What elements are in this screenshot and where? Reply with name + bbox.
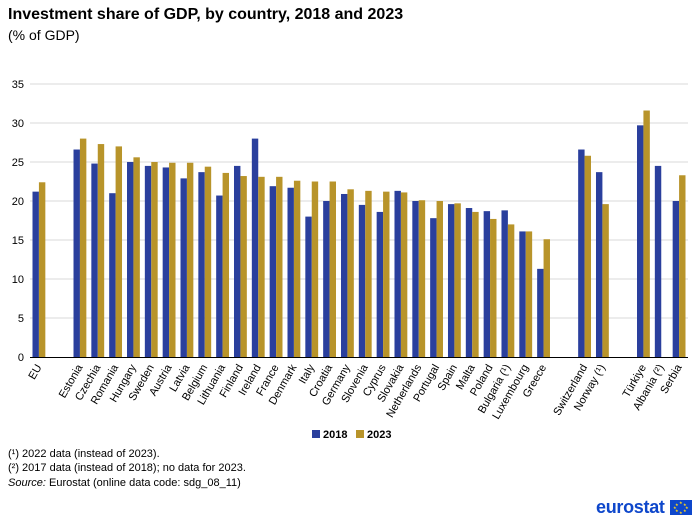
legend-label-2023: 2023 <box>367 429 391 441</box>
bar-2023 <box>311 181 319 357</box>
bar-2018 <box>144 165 152 357</box>
bar-2018 <box>447 204 455 357</box>
bar-2023 <box>383 191 390 357</box>
legend-swatch-2023 <box>356 430 364 438</box>
bar-2023 <box>454 203 461 357</box>
bar-2023 <box>507 224 515 357</box>
bar-2023 <box>602 204 609 357</box>
legend-swatch-2018 <box>312 430 320 438</box>
bar-2018 <box>595 172 603 357</box>
bar-2018 <box>340 193 348 357</box>
y-tick-label: 25 <box>12 157 24 169</box>
bar-2018 <box>32 191 39 357</box>
bar-2023 <box>679 175 686 357</box>
bar-2023 <box>418 200 426 357</box>
bar-2018 <box>198 172 205 357</box>
bar-2018 <box>127 162 134 357</box>
bar-2018 <box>519 231 526 357</box>
bar-2018 <box>216 195 223 357</box>
eurostat-logo-text: eurostat <box>596 497 665 517</box>
bar-2023 <box>204 166 212 357</box>
bar-2018 <box>180 178 187 357</box>
bar-2018 <box>251 138 259 357</box>
bar-2023 <box>472 211 479 357</box>
eu-flag-icon: ★ ★ ★ ★ ★ ★ ★ ★ <box>670 500 692 515</box>
legend-label-2018: 2018 <box>323 429 347 441</box>
chart-subtitle: (% of GDP) <box>8 27 80 43</box>
chart-title: Investment share of GDP, by country, 201… <box>8 6 404 23</box>
y-tick-label: 5 <box>18 313 24 325</box>
bar-2023 <box>222 172 230 357</box>
bar-2018 <box>233 165 241 357</box>
bar-2023 <box>169 162 176 357</box>
bar-2023 <box>240 176 247 357</box>
y-tick-label: 15 <box>12 235 24 247</box>
x-tick-label: EU <box>26 362 44 381</box>
source-text: Eurostat (online data code: sdg_08_11) <box>48 477 241 489</box>
bar-2023 <box>186 162 194 357</box>
y-tick-label: 30 <box>12 118 24 130</box>
bar-2018 <box>483 211 491 357</box>
footnote-2: (²) 2017 data (instead of 2018); no data… <box>8 462 246 474</box>
source-label: Source: <box>8 477 46 489</box>
bar-2023 <box>329 181 336 357</box>
bar-2023 <box>276 176 283 357</box>
bar-2018 <box>654 165 662 357</box>
bar-2018 <box>91 163 98 357</box>
bar-2023 <box>293 180 301 357</box>
bar-2023 <box>347 189 354 357</box>
bar-2023 <box>584 155 591 357</box>
bar-2023 <box>490 218 497 357</box>
bar-2018 <box>672 201 680 357</box>
bar-2023 <box>38 182 46 357</box>
bar-2023 <box>97 144 105 357</box>
footnote-1: (¹) 2022 data (instead of 2023). <box>8 448 160 460</box>
bar-2023 <box>79 138 87 357</box>
bar-2018 <box>269 186 277 357</box>
bar-2023 <box>643 110 650 358</box>
bar-2023 <box>151 162 158 357</box>
bar-2018 <box>501 210 508 357</box>
bar-2018 <box>465 208 473 357</box>
y-tick-label: 20 <box>12 196 24 208</box>
bar-2023 <box>436 201 443 357</box>
bar-2023 <box>400 192 408 357</box>
bar-2018 <box>305 216 312 357</box>
bar-2018 <box>287 187 294 357</box>
bar-2018 <box>358 204 366 357</box>
bar-2018 <box>323 201 330 357</box>
bar-2018 <box>162 167 170 357</box>
bar-2023 <box>133 157 140 357</box>
y-tick-label: 35 <box>12 79 24 91</box>
bar-2018 <box>537 268 544 357</box>
source-line: Source: Eurostat (online data code: sdg_… <box>8 477 241 489</box>
bar-2018 <box>430 218 437 357</box>
bar-2023 <box>365 190 372 357</box>
bar-2018 <box>412 201 419 357</box>
bar-2018 <box>637 125 644 357</box>
y-tick-label: 10 <box>12 274 24 286</box>
bar-2023 <box>258 176 265 357</box>
bar-2018 <box>109 193 116 357</box>
bar-2023 <box>543 239 550 357</box>
bar-2023 <box>115 146 123 357</box>
bar-2018 <box>73 149 80 357</box>
bar-2018 <box>578 149 585 357</box>
bar-2018 <box>376 211 384 357</box>
bar-2023 <box>525 231 533 357</box>
y-tick-label: 0 <box>18 352 24 364</box>
bar-2018 <box>394 190 401 357</box>
